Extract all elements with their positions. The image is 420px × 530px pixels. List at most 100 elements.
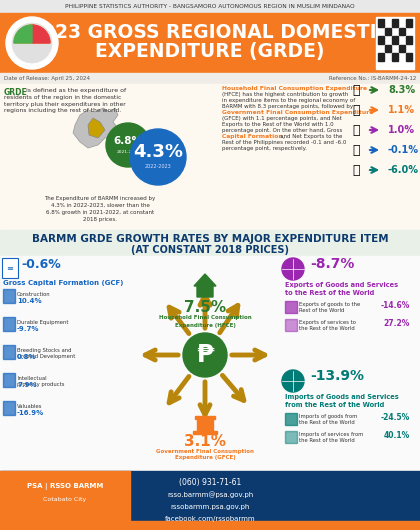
Text: -0.1%: -0.1% [388,145,419,155]
Bar [0,521,420,530]
Text: Government Final Consumption: Government Final Consumption [156,448,254,454]
Text: (GFCE) with 1.1 percentage points, and Net: (GFCE) with 1.1 percentage points, and N… [222,116,342,121]
Text: residents of the region in the domestic
territory plus their expenditures in oth: residents of the region in the domestic … [4,95,126,113]
Text: Valuables: Valuables [17,404,42,409]
Bar [0,0,420,13]
Text: Rest of the World: Rest of the World [299,308,344,313]
Bar [285,319,297,331]
Text: 🚢: 🚢 [352,163,360,176]
Text: -6.0%: -6.0% [388,165,419,175]
Text: Household Final Consumption Expenditure: Household Final Consumption Expenditure [222,86,367,91]
Text: percentage point. On the other hand, Gross: percentage point. On the other hand, Gro… [222,128,342,133]
Bar [0,256,420,471]
Text: 27.2%: 27.2% [383,319,410,328]
Text: -24.5%: -24.5% [381,412,410,421]
Text: is defined as the expenditure of: is defined as the expenditure of [24,88,126,93]
Text: 8.3%: 8.3% [388,85,415,95]
Bar [285,301,297,313]
Bar [385,28,391,35]
Text: Government Final Consumption Expenditure: Government Final Consumption Expenditure [222,110,373,115]
Text: 1.0%: 1.0% [388,125,415,135]
Text: Capital Formation,: Capital Formation, [222,134,285,139]
Bar [197,419,213,431]
Bar [285,431,297,443]
Bar [399,28,405,35]
Text: to the Rest of the World: to the Rest of the World [285,290,374,296]
Text: in expenditure items to the regional economy of: in expenditure items to the regional eco… [222,98,355,103]
Bar [285,413,297,425]
Text: The Expenditure of BARMM increased by
4.3% in 2022-2023, slower than the
6.8% gr: The Expenditure of BARMM increased by 4.… [45,196,156,222]
Text: the Rest of the World: the Rest of the World [299,326,355,331]
Text: EXPENDITURE (GRDE): EXPENDITURE (GRDE) [95,42,325,61]
Text: rssobarmm.psa.gov.ph: rssobarmm.psa.gov.ph [171,504,249,510]
Bar [406,53,412,60]
Bar [406,19,412,26]
Bar [195,416,215,419]
Circle shape [183,333,227,377]
Text: 1.1%: 1.1% [388,105,415,115]
Text: 2023 GROSS REGIONAL DOMESTIC: 2023 GROSS REGIONAL DOMESTIC [29,23,391,42]
Text: Exports of services to: Exports of services to [299,320,356,325]
Bar [0,471,420,530]
Text: 40.1%: 40.1% [384,430,410,439]
Polygon shape [88,118,105,138]
FancyBboxPatch shape [2,258,18,278]
Text: 4.3%: 4.3% [133,143,183,161]
Wedge shape [14,25,32,43]
Wedge shape [14,25,50,43]
Text: PSA | RSSO BARMM: PSA | RSSO BARMM [27,482,103,490]
Bar [3,289,15,303]
Circle shape [6,17,58,69]
Text: (HFCE) has the highest contribution to growth: (HFCE) has the highest contribution to g… [222,92,348,97]
Text: 2022-2023: 2022-2023 [144,164,171,170]
Text: 🏠: 🏠 [352,84,360,96]
Text: Durable Equipment: Durable Equipment [17,320,68,325]
Text: facebook.com/rssobarmm: facebook.com/rssobarmm [165,516,255,522]
Bar [193,431,217,434]
Bar [392,53,398,60]
Text: Expenditure (GFCE): Expenditure (GFCE) [175,455,235,461]
Text: the Rest of the World: the Rest of the World [299,438,355,443]
Polygon shape [73,108,118,148]
Text: Exports of goods to the: Exports of goods to the [299,302,360,307]
Circle shape [282,258,304,280]
Text: Gross Capital Formation (GCF): Gross Capital Formation (GCF) [3,280,123,286]
Circle shape [130,129,186,185]
Circle shape [106,123,150,167]
Text: -14.6%: -14.6% [381,301,410,310]
Text: -13.9%: -13.9% [310,369,364,383]
Bar [0,13,420,73]
Text: ₱: ₱ [196,343,214,367]
Text: GRDE: GRDE [4,88,28,97]
Text: -9.7%: -9.7% [17,326,39,332]
Circle shape [12,23,52,63]
Bar [385,45,391,52]
Text: Date of Release: April 25, 2024: Date of Release: April 25, 2024 [4,76,90,81]
Text: Expenditure (HFCE): Expenditure (HFCE) [175,322,236,328]
Text: Construction: Construction [17,292,51,297]
Text: percentage point, respectively.: percentage point, respectively. [222,146,307,151]
Text: (060) 931-71-61: (060) 931-71-61 [179,479,241,488]
Text: Breeding Stocks and
Orchard Development: Breeding Stocks and Orchard Development [17,348,75,359]
Text: -0.6%: -0.6% [21,258,61,270]
Bar [3,373,15,387]
Text: 10.4%: 10.4% [17,298,42,304]
Text: 🌐: 🌐 [352,123,360,137]
Text: Household Final Consumption: Household Final Consumption [159,315,251,321]
Bar [392,36,398,43]
Text: rsso.barmm@psa.gov.ph: rsso.barmm@psa.gov.ph [167,492,253,498]
Text: Imports of goods from: Imports of goods from [299,414,357,419]
Text: 6.8%: 6.8% [113,136,142,146]
Text: ≡: ≡ [6,263,13,272]
Bar [0,471,130,530]
Bar [0,84,420,230]
Text: and Net Exports to the: and Net Exports to the [280,134,342,139]
Text: -8.7%: -8.7% [310,257,354,271]
Bar [378,53,384,60]
Text: Imports of Goods and Services: Imports of Goods and Services [285,394,399,400]
Text: 🏛: 🏛 [352,103,360,117]
Text: the Rest of the World: the Rest of the World [299,420,355,425]
Text: Imports of services from: Imports of services from [299,432,363,437]
Text: Cotabato City: Cotabato City [43,497,87,501]
Text: 7.9%: 7.9% [17,382,37,388]
